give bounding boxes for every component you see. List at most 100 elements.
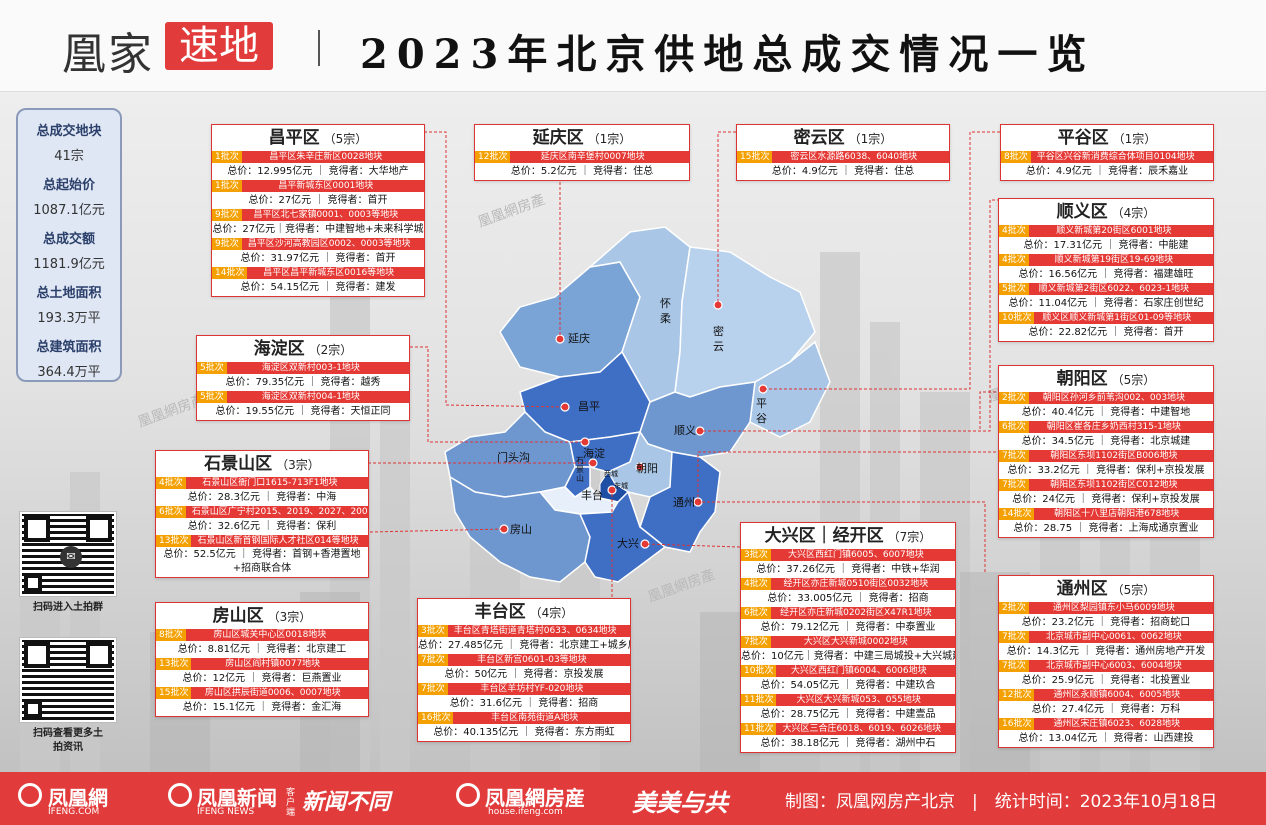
lot-info: 总价：14.3亿元 ｜ 竞得者：通州房地产开发 <box>1006 646 1206 657</box>
batch-badge: 2批次 <box>999 602 1029 614</box>
qr-code-group[interactable]: ✉ <box>19 511 117 597</box>
summary-label: 总建筑面积 <box>36 340 102 355</box>
map-label: 平 <box>756 397 767 410</box>
lot-name: 朝阳区十八里店朝阳港678地块 <box>1054 509 1180 519</box>
batch-badge: 12批次 <box>475 151 511 163</box>
lot-info: 总价：24亿元 ｜ 竞得者：保利+京投发展 <box>1012 494 1200 505</box>
district-card-haidian: 海淀区 （2宗） 5批次 海淀区双新村003-1地块 总价：79.35亿元 ｜ 竞得… <box>196 335 410 421</box>
lot-name: 昌平区朱辛庄新区0028地块 <box>269 152 383 162</box>
lot-info: 总价：11.04亿元 ｜ 竞得者：石家庄创世纪 <box>1008 298 1204 309</box>
lot-name: 朝阳区崔各庄乡奶西村315-1地块 <box>1046 422 1181 432</box>
lot-name: 房山区阎村镇0077地块 <box>225 659 321 669</box>
district-name: 海淀区 <box>253 339 305 359</box>
lot-info: 总价：13.04亿元 ｜ 竞得者：山西建投 <box>1018 733 1194 744</box>
district-card-chaoyang: 朝阳区 （5宗） 2批次 朝阳区孙河乡前苇沟002、003地块 总价：40.4亿元 … <box>998 365 1214 538</box>
summary-label: 总成交地块 <box>36 124 102 139</box>
lot-name: 大兴区西红门镇6005、6007地块 <box>787 550 924 560</box>
footer-ifeng-en: IFENG.COM <box>48 807 100 817</box>
district-title: 石景山区 （3宗） <box>156 451 368 477</box>
footer-news-side: 客户端 <box>286 788 296 818</box>
lot-header: 8批次 平谷区兴谷新消费综合体项目0104地块 <box>1001 151 1213 163</box>
lot-name: 北京城市副中心6003、6004地块 <box>1045 661 1182 671</box>
lot-info: 总价：16.56亿元 ｜ 竞得者：福建雄旺 <box>1018 269 1194 280</box>
lot-name: 朝阳区孙河乡前苇沟002、003地块 <box>1042 393 1186 403</box>
lot-info: 总价：38.18亿元 ｜ 竞得者：湖州中石 <box>760 738 936 749</box>
lot-info: 总价：28.3亿元 ｜ 竞得者：中海 <box>187 492 337 503</box>
lot-name: 海淀区双新村004-1地块 <box>261 392 360 402</box>
lot-name: 平谷区兴谷新消费综合体项目0104地块 <box>1036 152 1195 162</box>
lot-header: 12批次 延庆区南辛堡村0007地块 <box>475 151 689 163</box>
header-divider <box>318 30 320 66</box>
batch-badge: 14批次 <box>212 267 248 279</box>
lot-info: 总价：27.485亿元 ｜ 竞得者：北京建工+城乡房屋 <box>418 640 630 651</box>
summary-total-building-area: 总建筑面积 364.4万平 <box>18 336 120 380</box>
district-title: 密云区 （1宗） <box>737 125 949 151</box>
map-label: 石 <box>576 456 584 465</box>
batch-badge: 9批次 <box>212 238 242 250</box>
footer-news-slogan: 新闻不同 <box>302 790 391 815</box>
lot-header: 11批次 大兴区三合庄6018、6019、6026地块 <box>741 723 955 735</box>
lot-header: 5批次 海淀区双新村004-1地块 <box>197 391 409 403</box>
district-card-fangshan: 房山区 （3宗） 8批次 房山区城关中心区0018地块 总价：8.81亿元 ｜ 竞得… <box>155 602 369 717</box>
district-name: 大兴区｜经开区 <box>764 526 884 546</box>
footer-credits: 制图：凤凰网房产北京 | 统计时间：2023年10月18日 <box>785 792 1218 812</box>
summary-value: 1087.1亿元 <box>33 203 105 218</box>
district-lot-count: （4宗） <box>529 606 574 620</box>
lot-header: 12批次 通州区永顺镇6004、6005地块 <box>999 689 1213 701</box>
batch-badge: 7批次 <box>418 683 448 695</box>
map-label: 东城 <box>614 481 628 490</box>
batch-badge: 16批次 <box>418 712 454 724</box>
lot-info: 总价：33.005亿元 ｜ 竞得者：招商 <box>767 593 929 604</box>
lot-header: 2批次 通州区梨园镇东小马6009地块 <box>999 602 1213 614</box>
summary-stats-panel: 总成交地块 41宗 总起始价 1087.1亿元 总成交额 1181.9亿元 总土… <box>16 108 122 382</box>
batch-badge: 5批次 <box>197 391 227 403</box>
batch-badge: 7批次 <box>741 636 771 648</box>
map-label: 谷 <box>756 412 767 425</box>
district-name: 密云区 <box>793 128 845 148</box>
qr-code-news[interactable] <box>19 637 117 723</box>
district-title: 平谷区 （1宗） <box>1001 125 1213 151</box>
lot-header: 9批次 昌平区沙河高教园区0002、0003等地块 <box>212 238 424 250</box>
lot-name: 房山区城关中心区0018地块 <box>213 630 327 640</box>
batch-badge: 13批次 <box>156 535 192 547</box>
lot-header: 3批次 丰台区青塔街道青塔村0633、0634地块 <box>418 625 630 637</box>
lot-header: 8批次 房山区城关中心区0018地块 <box>156 629 368 641</box>
lot-name: 丰台区新宫0601-03等地块 <box>477 655 587 665</box>
lot-header: 3批次 大兴区西红门镇6005、6007地块 <box>741 549 955 561</box>
lot-header: 16批次 通州区宋庄镇6023、6028地块 <box>999 718 1213 730</box>
lot-header: 14批次 朝阳区十八里店朝阳港678地块 <box>999 508 1213 520</box>
beijing-district-map: 凰凰網房產 凰凰網房產 凰凰網房產 凰凰網房產 延庆 怀 柔 密 云 平 谷 昌… <box>136 131 1057 606</box>
ifeng-logo-icon <box>18 783 42 807</box>
district-lot-count: （1宗） <box>587 132 632 146</box>
map-label: 景 <box>576 465 584 474</box>
lot-info: 总价：5.2亿元 ｜ 竞得者：住总 <box>510 166 654 177</box>
lot-name: 延庆区南辛堡村0007地块 <box>540 152 645 162</box>
lot-name: 丰台区羊坊村YF-020地块 <box>480 684 584 694</box>
lot-info: 总价：12.995亿元 ｜ 竞得者：大华地产 <box>227 166 409 177</box>
lot-name: 朝阳区东坝1102街区B006地块 <box>1050 451 1178 461</box>
lot-info: 总价：52.5亿元 ｜ 竞得者：首钢+香港置地+招商联合体 <box>163 549 361 574</box>
map-label: 云 <box>713 340 724 353</box>
lot-info: 总价：31.6亿元 ｜ 竞得者：招商 <box>449 698 599 709</box>
batch-badge: 11批次 <box>741 694 777 706</box>
batch-badge: 15批次 <box>737 151 773 163</box>
lot-info: 总价：28.75 ｜ 竞得者：上海成通京置业 <box>1013 523 1199 534</box>
district-name: 通州区 <box>1056 579 1108 599</box>
lot-header: 7批次 北京城市副中心0061、0062地块 <box>999 631 1213 643</box>
map-label: 海淀 <box>583 446 605 460</box>
lot-name: 海淀区双新村003-1地块 <box>261 363 360 373</box>
lot-info: 总价：12亿元 ｜ 竞得者：巨燕置业 <box>182 673 342 684</box>
batch-badge: 6批次 <box>999 421 1029 433</box>
lot-info: 总价：17.31亿元 ｜ 竞得者：中能建 <box>1023 240 1189 251</box>
footer-ifeng-cn: 凤凰網 <box>48 786 108 810</box>
batch-badge: 13批次 <box>156 658 192 670</box>
district-name: 房山区 <box>212 606 264 626</box>
lot-info: 总价：23.2亿元 ｜ 竞得者：招商蛇口 <box>1021 617 1191 628</box>
district-title: 房山区 （3宗） <box>156 603 368 629</box>
batch-badge: 4批次 <box>999 254 1029 266</box>
page-footer: 凤凰網 IFENG.COM 凤凰新闻 IFENG NEWS 客户端 新闻不同 凤… <box>0 772 1266 825</box>
district-title: 顺义区 （4宗） <box>999 199 1213 225</box>
lot-header: 15批次 密云区水源路6038、6040地块 <box>737 151 949 163</box>
district-card-yanqing: 延庆区 （1宗） 12批次 延庆区南辛堡村0007地块 总价：5.2亿元 ｜ 竞得者… <box>474 124 690 181</box>
